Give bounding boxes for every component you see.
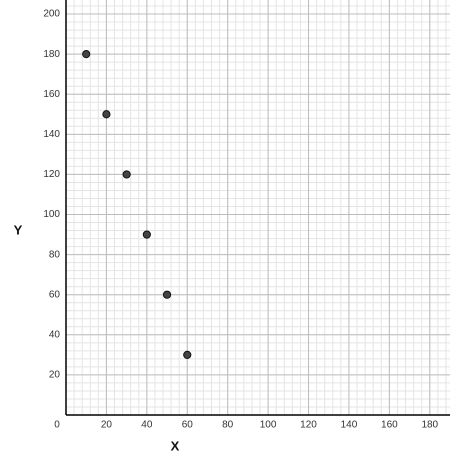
point (82, 50, 91, 59)
y-tick-label: 40 (49, 329, 61, 340)
y-tick-label: 120 (43, 169, 60, 180)
y-tick-label: 20 (49, 370, 61, 381)
x-tick-label: 160 (381, 420, 398, 431)
x-tick-label: 120 (300, 420, 317, 431)
x-tick-label: 60 (182, 420, 194, 431)
y-tick-label: 200 (43, 9, 60, 20)
y-tick-label: 60 (49, 289, 61, 300)
y-axis-title: Y (14, 222, 23, 237)
point (142, 230, 151, 239)
x-tick-label: 80 (222, 420, 234, 431)
x-tick-label: 20 (101, 420, 113, 431)
point (102, 110, 111, 119)
x-tick-label: 140 (341, 420, 358, 431)
point (162, 290, 172, 299)
x-tick-label: 100 (260, 420, 277, 431)
x-tick-label: 180 (421, 420, 438, 431)
y-tick-label: 160 (43, 89, 60, 100)
point (122, 170, 131, 179)
point (183, 350, 192, 359)
y-tick-label: 80 (49, 249, 61, 260)
x-tick-label: 0 (54, 420, 60, 431)
x-tick-label: 40 (141, 420, 153, 431)
y-tick-label: 140 (43, 129, 60, 140)
y-tick-label: 180 (43, 49, 60, 60)
x-axis-title: X (171, 438, 180, 453)
y-tick-label: 100 (43, 209, 60, 220)
